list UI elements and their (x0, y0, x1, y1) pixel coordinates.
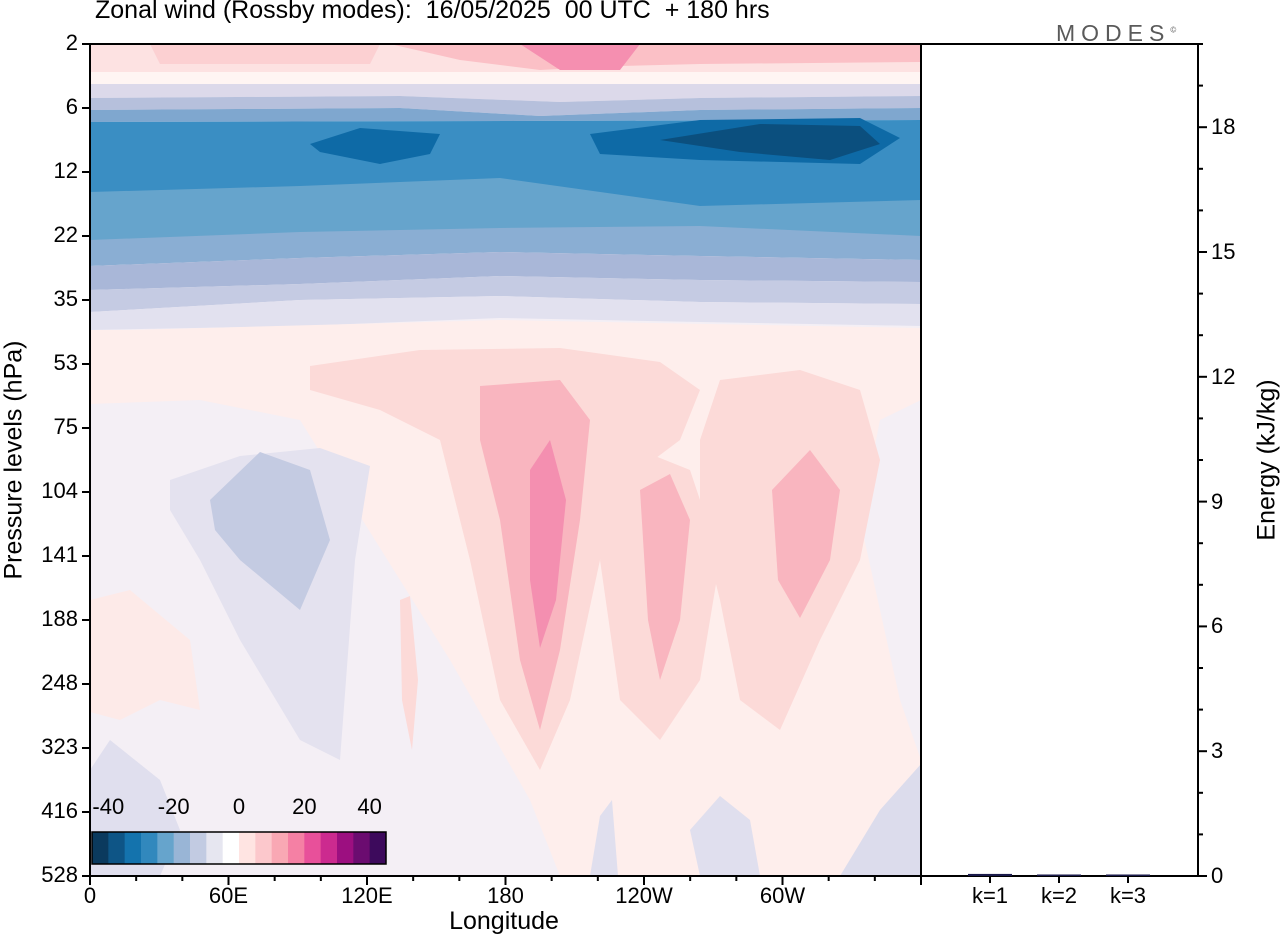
colorbar-swatch (141, 832, 158, 864)
y-tick-label: 6 (65, 94, 78, 119)
energy-axis-label: Energy (kJ/kg) (1252, 379, 1280, 541)
colorbar-swatch (271, 832, 289, 864)
energy-tick-label: 18 (1211, 114, 1236, 140)
colorbar-swatch (190, 832, 207, 864)
westerly-180-core (530, 440, 566, 648)
blob-2hpa-mid (390, 44, 921, 70)
colorbar-frame (91, 831, 387, 865)
blob-2hpa-low (150, 44, 380, 64)
band-4hpa (90, 84, 921, 102)
x-axis-label: Longitude (449, 907, 559, 935)
westerly-streak-135e (400, 596, 418, 750)
y-tick-label: 416 (41, 798, 78, 823)
x-tick-label: 180 (487, 883, 524, 908)
bar-category-label: k=2 (1040, 883, 1078, 908)
colorbar-tick-label: 40 (357, 794, 382, 819)
colorbar-swatch (222, 832, 240, 864)
x-tick-label: 120W (615, 883, 673, 908)
energy-tick-label: 12 (1211, 363, 1236, 389)
weak-westerly-bottom-left (90, 590, 200, 720)
bar-category-label: k=1 (971, 883, 1009, 908)
westerly-60w-mid (772, 450, 840, 618)
colorbar-swatch (337, 832, 354, 864)
y-tick-label: 75 (53, 414, 78, 439)
energy-bar (968, 873, 1012, 876)
y-tick-label: 141 (41, 542, 78, 567)
energy-tick-label: 15 (1211, 239, 1236, 264)
easterly-bottom-mid (690, 796, 760, 876)
colorbar-swatch (92, 832, 109, 864)
longitude-tick-marks (89, 876, 922, 885)
y-tick-label: 323 (41, 734, 78, 759)
brand-text: MODES (1056, 20, 1171, 46)
colorbar-swatch (157, 832, 175, 864)
colorbar-swatch (320, 832, 338, 864)
colorbar-swatch (369, 832, 387, 864)
y-tick-label: 188 (41, 606, 78, 631)
colorbar-tick-label: 0 (232, 794, 246, 819)
colorbar-swatch (304, 832, 322, 864)
colorbar-tick-label: -20 (157, 794, 190, 819)
colorbar-tick-label: 20 (292, 794, 317, 819)
energy-bars (968, 873, 1150, 883)
y-tick-label: 35 (53, 286, 78, 311)
brand-logo: MODES© (1056, 20, 1176, 47)
y-tick-label: 53 (53, 350, 78, 375)
easterly-bottom-right (840, 764, 921, 876)
colorbar-swatch (239, 832, 256, 864)
bar-category-label: k=3 (1109, 883, 1147, 908)
y-tick-label: 22 (53, 222, 78, 247)
westerly-120w-mid (640, 474, 690, 680)
colorbar (91, 831, 387, 865)
brand-mark: © (1170, 25, 1177, 35)
energy-tick-label: 0 (1211, 863, 1224, 888)
energy-tick-label: 9 (1211, 488, 1224, 514)
band-6hpa (90, 108, 921, 122)
colorbar-swatch (353, 832, 371, 864)
x-tick-label: 0 (83, 883, 97, 908)
chart-title: Zonal wind (Rossby modes): 16/05/2025 00… (95, 0, 770, 24)
energy-bar (1106, 874, 1150, 876)
easterly-core-60e (210, 452, 330, 610)
x-tick-label: 120E (341, 883, 393, 908)
blob-2hpa-peak (520, 44, 640, 70)
y-tick-label: 248 (41, 670, 78, 695)
band-5hpa (90, 96, 921, 116)
y-tick-label: 2 (65, 30, 78, 55)
colorbar-swatch (206, 832, 224, 864)
easterly-bottom-streak (590, 800, 618, 876)
band-35hpa (90, 276, 921, 312)
y-tick-label: 104 (41, 478, 78, 503)
core-60e-10hpa (310, 128, 440, 164)
pressure-tick-marks (82, 43, 90, 877)
x-tick-label: 60W (759, 883, 806, 908)
colorbar-swatch (108, 832, 126, 864)
band-40hpa (90, 296, 921, 330)
colorbar-swatch (288, 832, 305, 864)
band-25hpa (90, 226, 921, 266)
energy-bar (1037, 874, 1081, 876)
colorbar-tick-label: -40 (92, 794, 125, 819)
zonal-wind-heatmap (90, 44, 921, 876)
y-tick-label: 528 (41, 862, 78, 887)
y-tick-label: 12 (53, 158, 78, 183)
energy-tick-label: 3 (1211, 738, 1224, 764)
colorbar-swatch (255, 832, 273, 864)
band-3hpa (90, 72, 921, 84)
band-30hpa (90, 252, 921, 290)
colorbar-swatch (124, 832, 142, 864)
x-tick-label: 60E (208, 883, 249, 908)
energy-tick-label: 6 (1211, 613, 1224, 639)
core-60w-peak (660, 124, 880, 160)
colorbar-swatch (173, 832, 191, 864)
energy-frame (920, 43, 1199, 877)
energy-tick-marks (1198, 43, 1207, 877)
westerly-tongue (310, 348, 700, 770)
